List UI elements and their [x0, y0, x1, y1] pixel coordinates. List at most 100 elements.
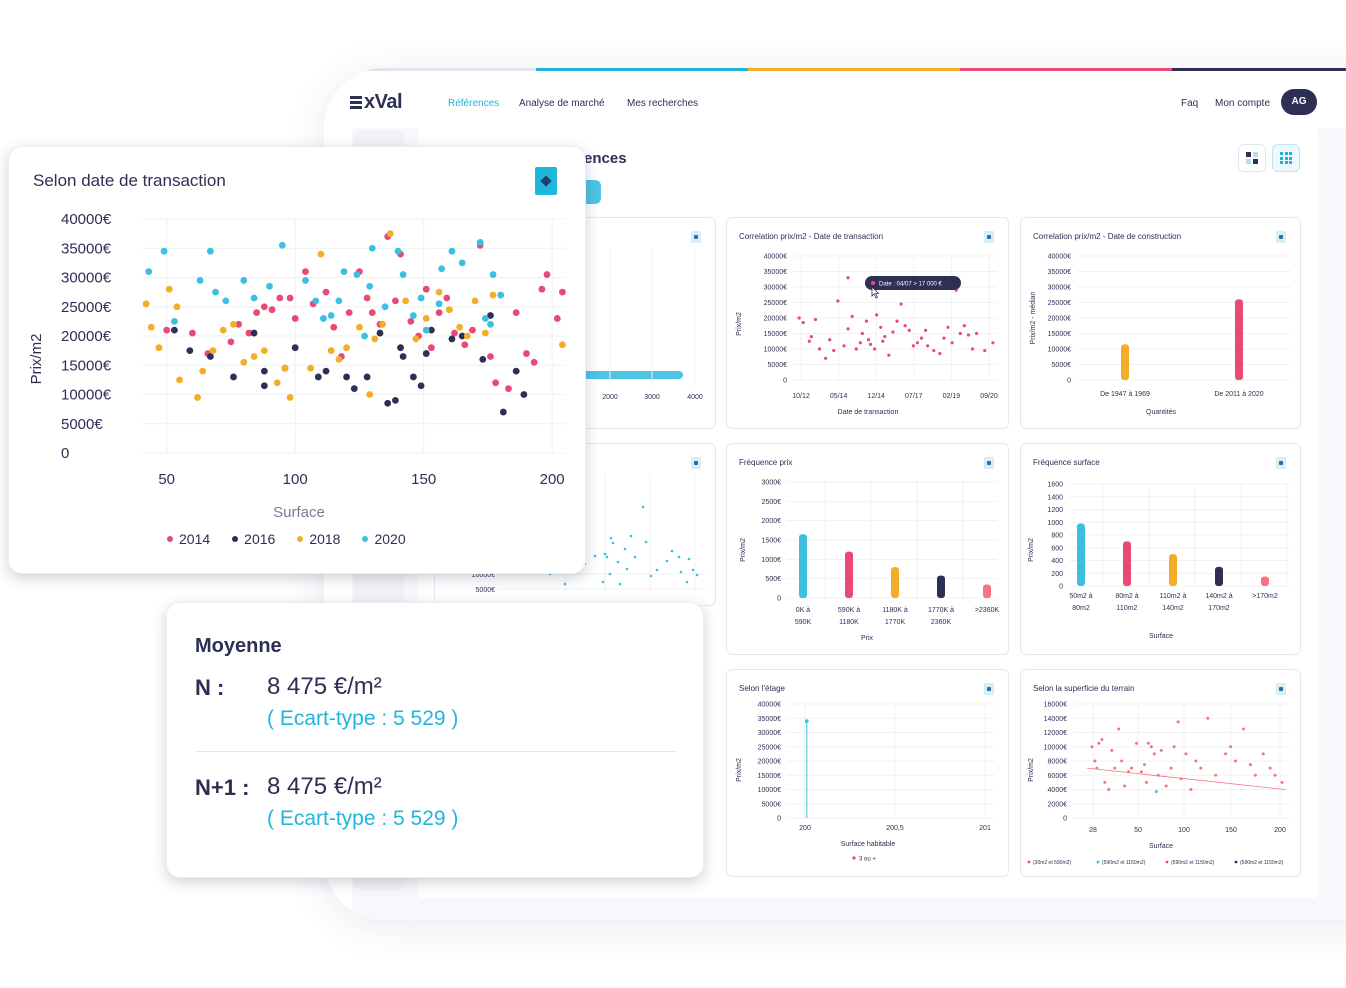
x-tick-label: 1180K [839, 619, 859, 626]
scatter-point-2016 [458, 332, 466, 340]
scatter-point-2016 [230, 373, 237, 381]
download-icon[interactable] [535, 167, 557, 195]
x-tick-label: 200 [1274, 827, 1286, 834]
scatter-point [911, 344, 915, 348]
y-tick-label: 1200 [1047, 507, 1063, 514]
legend-label: (590m2 et 1150m2) [1240, 860, 1284, 866]
avatar[interactable]: AG [1281, 89, 1317, 115]
scatter-point-2020 [417, 294, 425, 302]
scatter-point [1142, 763, 1146, 767]
scatter-point [1273, 773, 1277, 777]
scatter-point [858, 341, 862, 345]
legend-item-2018[interactable]: 2018 [297, 531, 340, 547]
x-tick-label: 12/14 [867, 393, 885, 400]
card-frequence-prix: Fréquence prix 3000€ 2500€ 2000€ 1500€ 1000€… [726, 443, 1009, 655]
bar [937, 575, 945, 598]
download-icon[interactable] [691, 231, 701, 243]
legend-dot [1165, 860, 1169, 864]
scatter-point-2018 [260, 347, 268, 355]
scatter-point-2018 [155, 344, 163, 352]
card-frequence-surface: Fréquence surface 1600 1400 1200 1000 800 600… [1020, 443, 1301, 655]
frequence-surface-chart: 1600 1400 1200 1000 800 600 400 200 0 Prix/m2 50m2… [1028, 482, 1289, 640]
nav-analyse-marche[interactable]: Analyse de marché [519, 98, 605, 109]
scatter-point-2020 [240, 277, 248, 284]
scatter-point [1184, 752, 1188, 756]
x-axis-title: Surface [1149, 843, 1173, 850]
legend-dot [1234, 860, 1238, 864]
y-tick-label: 0 [1067, 378, 1071, 385]
legend-item-2014[interactable]: 2014 [167, 531, 210, 547]
legend-label: (590m2 et 1150m2) [1102, 860, 1146, 866]
scatter-point-2020 [353, 271, 361, 278]
app-logo[interactable]: xVal [350, 91, 403, 114]
scatter-point-2018 [445, 306, 453, 314]
y-tick-label: 6000€ [1048, 773, 1068, 780]
y-tick-label: 20000€ [764, 316, 787, 323]
color-stripe [324, 68, 1346, 71]
x-axis-title: Date de transaction [838, 409, 899, 416]
scatter-point [1229, 745, 1233, 749]
download-icon[interactable] [984, 683, 994, 695]
scatter-point [991, 341, 995, 345]
download-icon[interactable] [691, 457, 701, 469]
download-icon[interactable] [984, 231, 994, 243]
x-axis-title: Quantités [1146, 409, 1176, 416]
scatter-point-2020 [212, 288, 219, 296]
scatter-point-2014 [253, 309, 261, 316]
scatter-point [895, 319, 899, 323]
tooltip-text: Date : 04/07 > 17 000 € [879, 282, 943, 288]
scatter-point-2014 [523, 350, 530, 357]
download-icon[interactable] [1276, 683, 1286, 695]
nav-mon-compte[interactable]: Mon compte [1215, 98, 1271, 109]
download-icon[interactable] [984, 457, 994, 469]
scatter-point [655, 568, 659, 572]
nav-references[interactable]: Références [448, 98, 500, 109]
row-value-n1: 8 475 €/m² [267, 773, 382, 800]
nav-faq[interactable]: Faq [1181, 98, 1199, 109]
scatter-point [864, 319, 869, 323]
bar [1215, 566, 1223, 586]
scatter-point [805, 719, 809, 723]
scatter-point [1154, 790, 1158, 794]
scatter-point [1253, 773, 1257, 777]
legend-item-2020[interactable]: 2020 [362, 531, 406, 547]
scatter-point [1261, 752, 1265, 756]
download-icon[interactable] [1276, 457, 1286, 469]
trend-line [1086, 767, 1286, 790]
grid-view-button[interactable] [1272, 144, 1300, 172]
y-tick-label: 35000€ [764, 269, 787, 276]
bar [845, 551, 853, 598]
scatter-point-2018 [273, 379, 281, 387]
scatter-point-2020 [435, 300, 443, 308]
tiles-view-button[interactable] [1238, 144, 1266, 172]
logo-icon [350, 96, 362, 109]
nav-mes-recherches[interactable]: Mes recherches [627, 98, 699, 109]
scatter-point [879, 325, 883, 329]
scatter-point [665, 559, 669, 563]
scatter-point [807, 339, 811, 343]
scatter-point-2016 [384, 399, 392, 407]
y-axis-title: Prix/m2 [1028, 758, 1035, 782]
grid-icon [1280, 152, 1292, 164]
card-correlation-date: Correlation prix/m2 - Date de transactio… [726, 217, 1009, 429]
download-icon[interactable] [1276, 231, 1286, 243]
y-axis-title: Prix/m2 [736, 758, 743, 782]
y-tick-label: 1400 [1047, 494, 1063, 501]
scatter-point-2014 [469, 326, 476, 334]
scatter-point-2016 [448, 335, 456, 343]
y-tick-label: 25000€ [764, 300, 787, 307]
scatter-point [907, 328, 911, 332]
scatter-point-2020 [381, 303, 389, 311]
scatter-point-2014 [322, 288, 330, 296]
x-axis-title: Surface [273, 504, 325, 521]
scatter-point-2018 [356, 323, 363, 331]
legend-item-2016[interactable]: 2016 [232, 531, 275, 547]
bar [799, 534, 807, 598]
scatter-point-2014 [188, 329, 196, 337]
x-axis-title: Prix [861, 635, 874, 642]
scatter-point-2016 [376, 329, 384, 337]
scatter-point-2020 [312, 297, 320, 305]
x-tick-label: 150 [411, 471, 436, 488]
frequence-prix-chart: 3000€ 2500€ 2000€ 1500€ 1000€ 500€ 0 Prix/m2 0K … [740, 480, 999, 643]
scatter-point-2018 [379, 320, 386, 328]
